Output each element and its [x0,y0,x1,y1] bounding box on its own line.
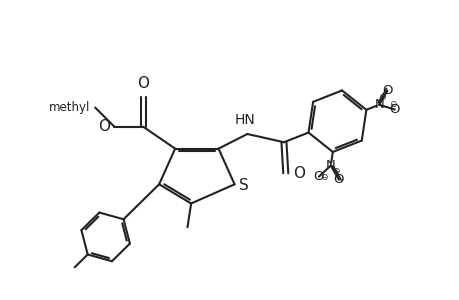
Text: O: O [381,84,392,97]
Text: HN: HN [234,113,255,127]
Text: O: O [333,173,343,186]
Text: O: O [313,170,324,183]
Text: methyl: methyl [49,101,90,114]
Text: N: N [325,159,335,172]
Text: O: O [389,103,399,116]
Text: O: O [292,166,304,181]
Text: O: O [137,76,149,91]
Text: ⊕: ⊕ [331,167,338,176]
Text: ⊕: ⊕ [378,93,385,102]
Text: ⊖: ⊖ [388,100,396,109]
Text: N: N [374,98,383,111]
Text: ⊖: ⊖ [320,173,327,182]
Text: O: O [98,119,110,134]
Text: S: S [238,178,248,193]
